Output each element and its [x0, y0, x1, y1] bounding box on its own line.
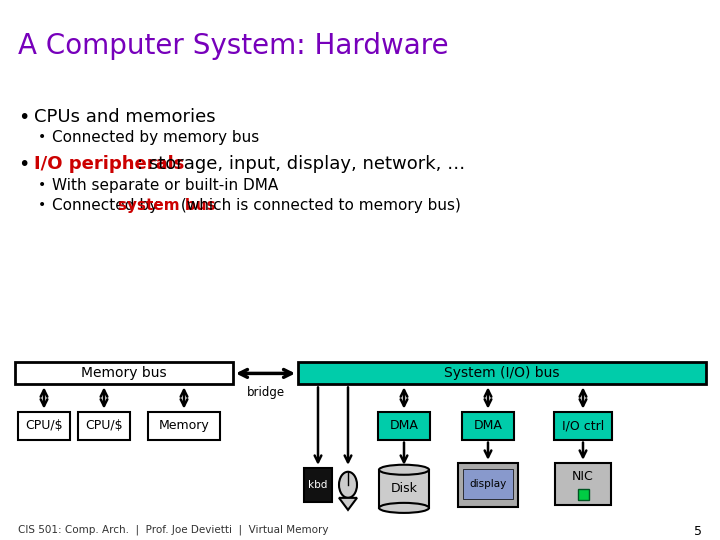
FancyBboxPatch shape — [148, 411, 220, 440]
FancyBboxPatch shape — [554, 411, 612, 440]
FancyBboxPatch shape — [304, 468, 332, 502]
Text: Memory: Memory — [158, 419, 210, 432]
FancyBboxPatch shape — [555, 463, 611, 505]
FancyBboxPatch shape — [463, 469, 513, 499]
FancyBboxPatch shape — [379, 470, 429, 508]
FancyBboxPatch shape — [458, 463, 518, 507]
FancyBboxPatch shape — [18, 411, 70, 440]
Polygon shape — [339, 498, 357, 510]
Text: Memory bus: Memory bus — [81, 367, 167, 380]
FancyBboxPatch shape — [577, 489, 588, 500]
FancyBboxPatch shape — [298, 362, 706, 384]
Text: display: display — [469, 479, 507, 489]
FancyBboxPatch shape — [462, 411, 514, 440]
Text: Connected by: Connected by — [52, 198, 163, 213]
Text: Disk: Disk — [390, 482, 418, 495]
Text: I/O peripherals: I/O peripherals — [34, 155, 184, 173]
Text: •: • — [18, 155, 30, 174]
Text: CPU/$: CPU/$ — [25, 419, 63, 432]
Ellipse shape — [339, 472, 357, 498]
Text: Connected by memory bus: Connected by memory bus — [52, 130, 259, 145]
Text: DMA: DMA — [390, 419, 418, 432]
Text: kbd: kbd — [308, 480, 328, 490]
FancyBboxPatch shape — [78, 411, 130, 440]
Text: A Computer System: Hardware: A Computer System: Hardware — [18, 32, 449, 60]
Text: •: • — [18, 108, 30, 127]
Text: DMA: DMA — [474, 419, 503, 432]
Text: •: • — [38, 178, 46, 192]
Text: CPUs and memories: CPUs and memories — [34, 108, 215, 126]
FancyBboxPatch shape — [15, 362, 233, 384]
Text: bridge: bridge — [246, 387, 284, 400]
Text: NIC: NIC — [572, 470, 594, 483]
Text: With separate or built-in DMA: With separate or built-in DMA — [52, 178, 278, 193]
Text: System (I/O) bus: System (I/O) bus — [444, 367, 559, 380]
Text: I/O ctrl: I/O ctrl — [562, 419, 604, 432]
Text: (which is connected to memory bus): (which is connected to memory bus) — [176, 198, 461, 213]
Text: : storage, input, display, network, …: : storage, input, display, network, … — [137, 155, 465, 173]
Text: CPU/$: CPU/$ — [85, 419, 123, 432]
Text: 5: 5 — [694, 525, 702, 538]
FancyBboxPatch shape — [378, 411, 430, 440]
Ellipse shape — [379, 503, 429, 513]
Text: CIS 501: Comp. Arch.  |  Prof. Joe Devietti  |  Virtual Memory: CIS 501: Comp. Arch. | Prof. Joe Deviett… — [18, 525, 328, 535]
Ellipse shape — [379, 465, 429, 475]
Text: •: • — [38, 198, 46, 212]
Text: system bus: system bus — [118, 198, 215, 213]
Text: •: • — [38, 130, 46, 144]
